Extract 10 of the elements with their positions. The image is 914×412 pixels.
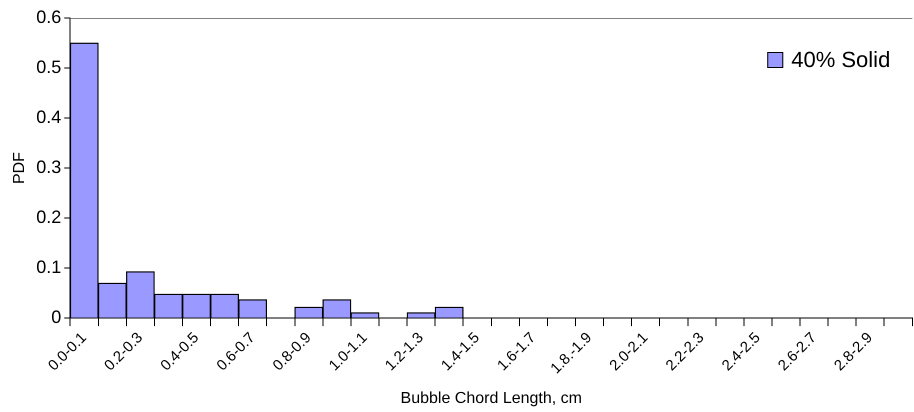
y-tick-label: 0: [51, 307, 62, 328]
y-tick-label: 0.3: [36, 157, 62, 178]
y-tick-label: 0.2: [36, 207, 62, 228]
x-axis-title: Bubble Chord Length, cm: [400, 390, 582, 407]
y-tick-label: 0.4: [36, 107, 62, 128]
y-tick-label: 0.1: [36, 257, 62, 278]
y-tick-label: 0.6: [36, 6, 62, 27]
legend-label: 40% Solid: [791, 47, 890, 72]
y-axis-title: PDF: [11, 152, 28, 184]
y-tick-label: 0.5: [36, 56, 62, 77]
